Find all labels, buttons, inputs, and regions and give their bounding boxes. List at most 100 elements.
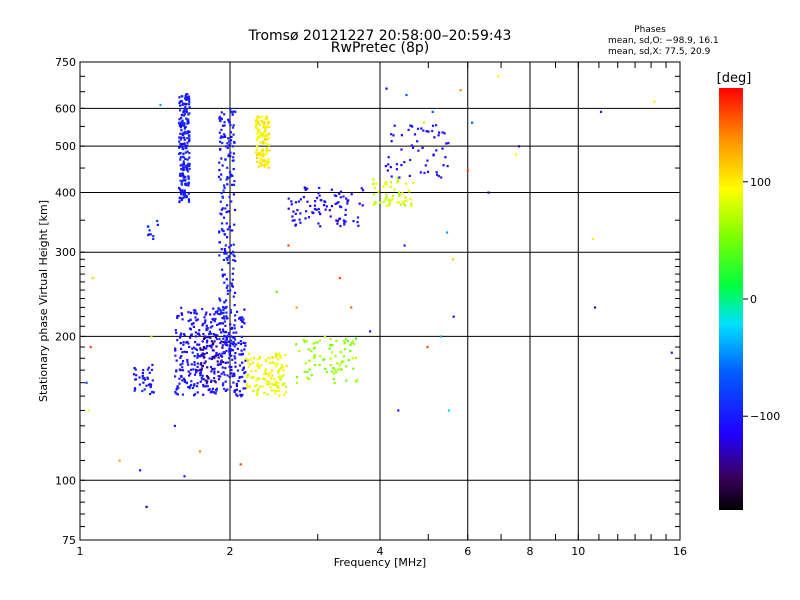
data-point	[178, 124, 181, 127]
data-point	[259, 159, 262, 162]
data-point	[276, 363, 279, 366]
data-point	[324, 208, 327, 211]
data-point	[180, 198, 183, 201]
data-point	[189, 311, 193, 314]
data-point	[179, 156, 182, 159]
data-point	[439, 335, 443, 338]
data-point	[223, 124, 226, 127]
data-point	[256, 377, 259, 380]
data-point	[178, 382, 181, 385]
data-point	[225, 311, 228, 314]
data-point	[330, 205, 334, 208]
data-point	[426, 170, 430, 173]
data-point	[236, 310, 239, 313]
data-point	[342, 340, 346, 343]
data-point	[228, 246, 231, 249]
data-point	[179, 104, 182, 107]
colorbar-tick-label: 0	[750, 293, 757, 306]
data-point	[183, 142, 186, 145]
data-point	[267, 356, 270, 360]
data-point	[262, 377, 265, 380]
data-point	[187, 130, 190, 133]
data-point	[271, 369, 274, 372]
data-point	[385, 181, 388, 184]
data-point	[211, 342, 215, 345]
data-point	[179, 164, 182, 167]
data-point	[174, 391, 177, 394]
data-point	[264, 125, 267, 128]
data-point	[182, 102, 185, 105]
data-point	[265, 150, 268, 153]
data-point	[182, 147, 185, 150]
data-point	[189, 336, 192, 339]
data-point	[182, 114, 185, 117]
data-point	[180, 143, 183, 146]
data-point	[209, 336, 212, 340]
data-point	[139, 469, 142, 472]
data-point	[203, 356, 206, 359]
data-point	[245, 374, 248, 378]
data-point	[515, 153, 518, 156]
data-point	[213, 357, 216, 360]
data-point	[208, 332, 211, 336]
data-point	[179, 179, 182, 182]
data-point	[431, 110, 434, 113]
data-point	[184, 178, 187, 181]
data-point	[446, 165, 449, 168]
data-point	[229, 344, 232, 347]
data-point	[184, 144, 187, 147]
data-point	[419, 171, 422, 174]
data-point	[265, 372, 268, 375]
data-point	[302, 339, 306, 342]
data-point	[256, 362, 259, 365]
data-point	[230, 174, 233, 177]
data-point	[187, 342, 190, 345]
data-point	[225, 338, 228, 341]
data-point	[317, 191, 320, 195]
data-point	[354, 356, 358, 360]
data-point	[190, 323, 193, 326]
data-point	[178, 377, 181, 380]
data-point	[221, 352, 224, 355]
data-point	[207, 388, 210, 392]
data-point	[258, 123, 262, 127]
data-point	[405, 93, 408, 97]
data-point	[385, 193, 388, 196]
data-point	[187, 200, 191, 203]
data-point	[230, 139, 233, 142]
data-point	[249, 358, 252, 361]
data-point	[227, 177, 230, 180]
data-point	[199, 371, 202, 374]
data-point	[310, 350, 313, 353]
data-point	[244, 387, 247, 390]
data-point	[441, 147, 444, 150]
data-point	[388, 204, 391, 207]
data-point	[234, 259, 237, 263]
data-point	[222, 351, 225, 354]
data-point	[187, 385, 190, 389]
data-point	[261, 115, 264, 118]
data-point	[187, 181, 190, 184]
data-point	[351, 357, 354, 360]
data-point	[305, 340, 308, 343]
data-point	[190, 333, 193, 336]
data-point	[261, 155, 264, 158]
data-point	[252, 389, 255, 392]
data-point	[391, 194, 394, 197]
data-point	[267, 166, 270, 169]
data-point	[182, 176, 185, 179]
x-tick-label: 4	[377, 545, 384, 558]
data-point	[329, 357, 332, 360]
data-point	[198, 368, 201, 371]
data-point	[179, 189, 182, 192]
data-point	[185, 168, 188, 172]
data-point	[205, 341, 209, 344]
data-point	[410, 124, 413, 127]
data-point	[240, 320, 244, 323]
data-point	[205, 375, 209, 378]
data-point	[183, 138, 186, 141]
data-point	[433, 136, 436, 139]
data-point	[178, 140, 181, 143]
data-point	[240, 335, 243, 338]
data-point	[333, 372, 336, 375]
